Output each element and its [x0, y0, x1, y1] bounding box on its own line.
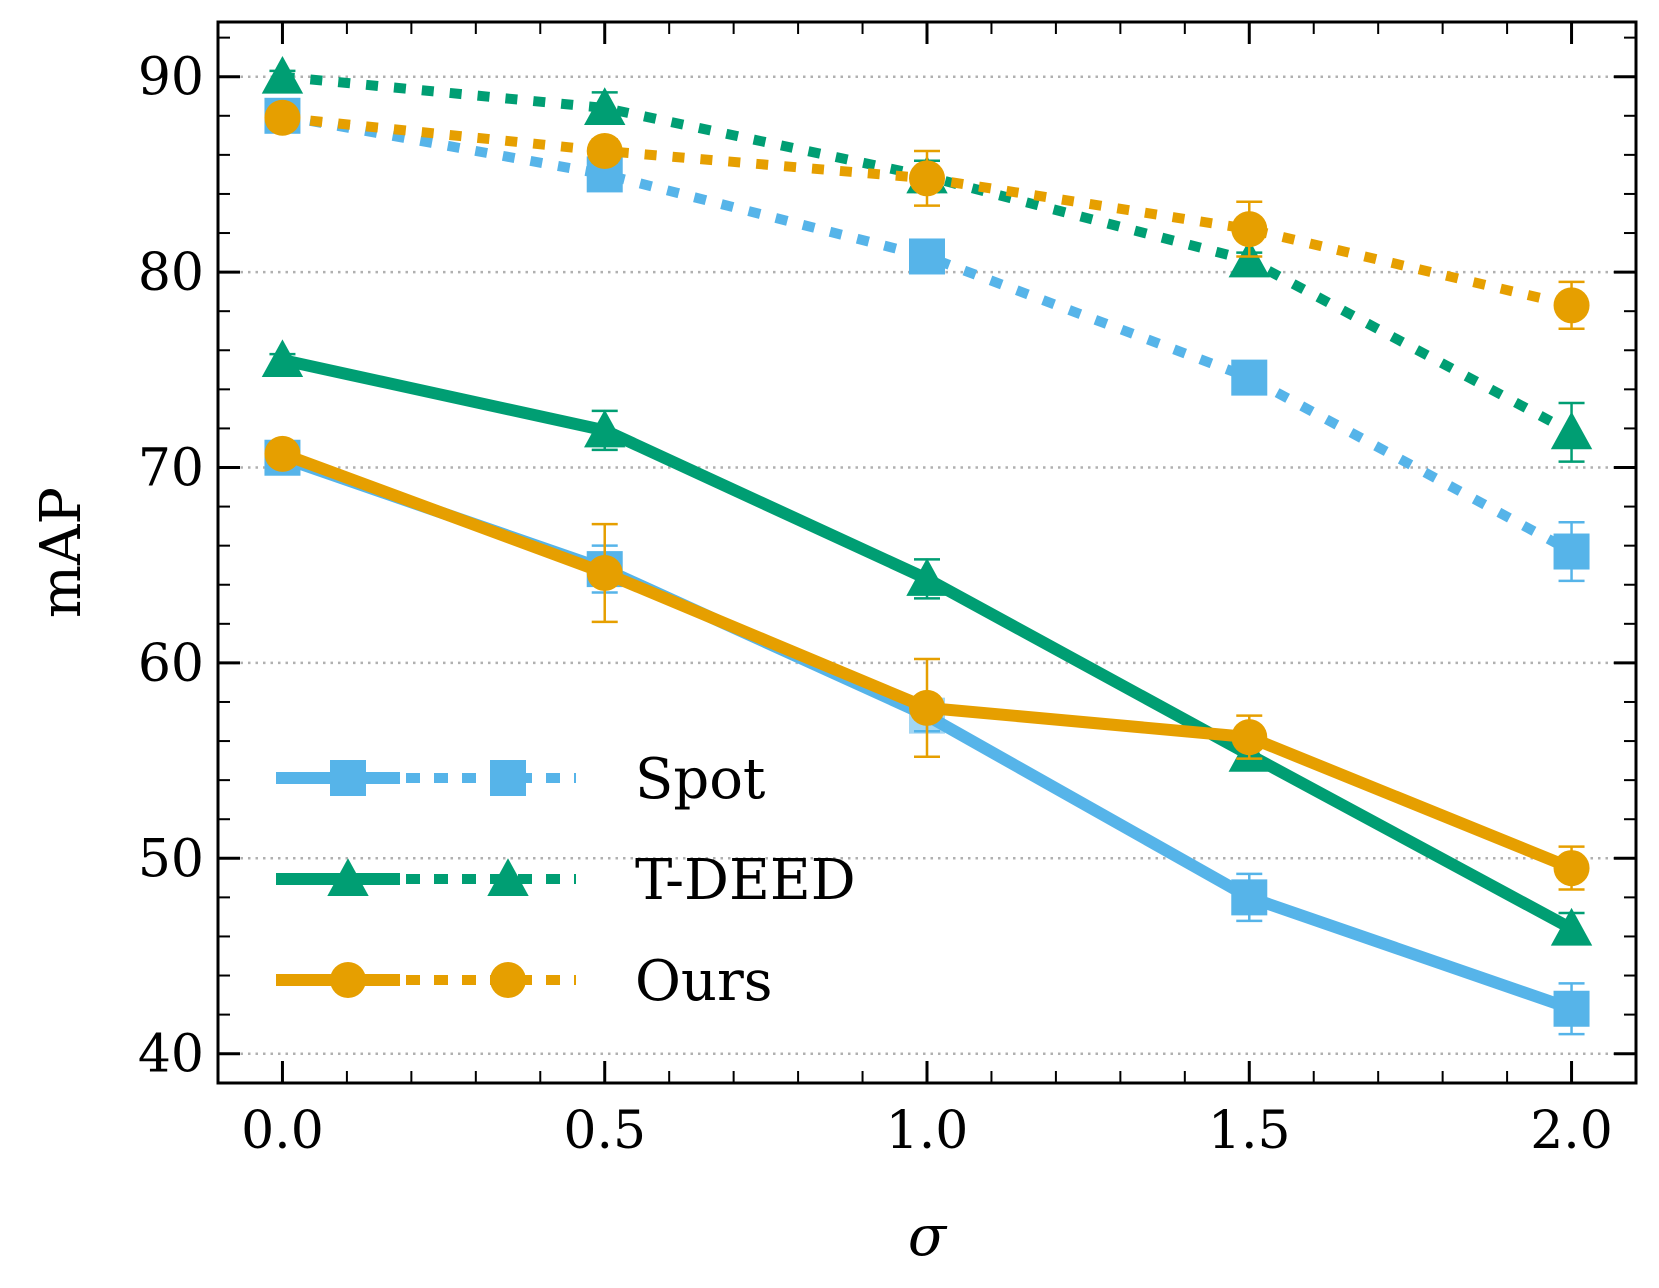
y-tick-label: 60 — [138, 634, 204, 694]
data-point-triangle — [906, 558, 948, 596]
data-point-circle — [909, 689, 945, 726]
legend: Spot T-DEED Ours — [276, 747, 856, 1014]
y-tick-label: 50 — [138, 829, 204, 889]
series-line — [281, 110, 1574, 556]
legend-label: T-DEED — [635, 848, 856, 913]
x-axis-title: σ — [908, 1204, 948, 1269]
data-point-circle — [330, 962, 366, 998]
data-point-square — [1553, 990, 1590, 1027]
data-point-square — [909, 238, 945, 275]
series-spot-dotted — [264, 97, 1590, 583]
data-point-circle — [1553, 850, 1590, 887]
data-point-square — [330, 760, 366, 796]
data-point-circle — [1231, 719, 1268, 756]
data-point-triangle — [261, 56, 304, 94]
data-point-triangle — [1228, 239, 1270, 278]
data-point-circle — [490, 962, 526, 998]
data-point-circle — [586, 555, 623, 592]
y-tick-label: 40 — [138, 1025, 204, 1085]
data-point-triangle — [1550, 411, 1593, 450]
data-point-circle — [1231, 211, 1268, 248]
x-tick-label: 0.5 — [563, 1101, 646, 1161]
data-point-square — [1231, 879, 1268, 916]
legend-label: Ours — [635, 949, 772, 1014]
data-point-triangle — [584, 409, 626, 448]
data-point-circle — [909, 160, 945, 197]
data-point-square — [1553, 533, 1590, 570]
x-tick-label: 1.0 — [886, 1101, 969, 1161]
data-point-triangle — [584, 87, 626, 125]
y-tick-label: 90 — [138, 48, 204, 108]
legend-label: Spot — [635, 747, 766, 812]
legend-item-t-deed: T-DEED — [276, 848, 856, 913]
series-t-deed-solid — [261, 339, 1593, 946]
data-point-circle — [1553, 287, 1590, 324]
data-point-triangle — [487, 858, 529, 896]
y-tick-label: 80 — [138, 243, 204, 303]
x-tick-label: 1.5 — [1208, 1101, 1291, 1161]
series-ours-solid — [264, 435, 1590, 891]
legend-item-ours: Ours — [276, 949, 772, 1014]
data-point-square — [490, 760, 526, 796]
data-point-circle — [264, 99, 301, 136]
data-point-triangle — [1550, 907, 1593, 946]
data-point-triangle — [327, 858, 369, 896]
series-layer — [261, 56, 1593, 1036]
data-point-triangle — [261, 339, 304, 378]
data-point-circle — [264, 435, 301, 472]
series-line — [281, 112, 1573, 311]
axes: 0.0 0.5 1.0 1.5 2.0 40 50 60 70 80 90 — [138, 20, 1638, 1161]
series-ours-dotted — [264, 99, 1590, 331]
x-tick-label: 0.0 — [241, 1101, 324, 1161]
y-axis-title: mAP — [29, 487, 94, 618]
y-tick-label: 70 — [138, 439, 204, 499]
data-point-square — [1231, 359, 1268, 396]
legend-item-spot: Spot — [276, 747, 766, 812]
data-point-circle — [586, 132, 623, 169]
x-tick-label: 2.0 — [1530, 1101, 1613, 1161]
